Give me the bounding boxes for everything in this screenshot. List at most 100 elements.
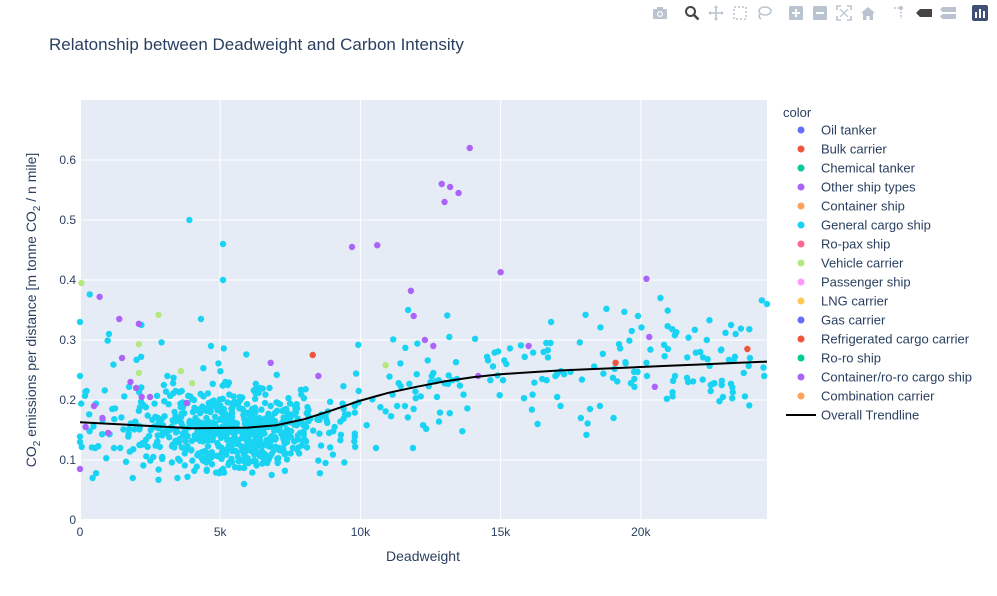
point-general-cargo-ship[interactable] (404, 306, 412, 314)
point-general-cargo-ship[interactable] (131, 426, 138, 433)
point-other-ship-types[interactable] (315, 372, 322, 380)
legend-item-ro-ro-ship[interactable]: Ro-ro ship (797, 351, 881, 366)
point-general-cargo-ship[interactable] (377, 404, 384, 411)
zoom-icon[interactable] (682, 4, 702, 22)
point-general-cargo-ship[interactable] (170, 374, 177, 381)
point-general-cargo-ship[interactable] (299, 437, 306, 444)
point-general-cargo-ship[interactable] (208, 449, 216, 456)
point-general-cargo-ship[interactable] (616, 345, 624, 352)
point-general-cargo-ship[interactable] (746, 326, 753, 333)
point-general-cargo-ship[interactable] (258, 447, 266, 455)
point-general-cargo-ship[interactable] (460, 391, 467, 398)
point-general-cargo-ship[interactable] (267, 402, 274, 410)
point-general-cargo-ship[interactable] (197, 437, 204, 444)
point-general-cargo-ship[interactable] (372, 444, 380, 452)
point-general-cargo-ship[interactable] (390, 336, 397, 343)
point-general-cargo-ship[interactable] (208, 434, 216, 441)
point-general-cargo-ship[interactable] (162, 388, 170, 395)
point-general-cargo-ship[interactable] (194, 452, 201, 459)
point-other-ship-types[interactable] (127, 378, 134, 386)
point-general-cargo-ship[interactable] (406, 380, 413, 387)
point-other-ship-types[interactable] (90, 402, 98, 410)
point-general-cargo-ship[interactable] (355, 341, 362, 348)
hover-closest-icon[interactable] (914, 4, 934, 22)
point-general-cargo-ship[interactable] (86, 411, 93, 418)
point-general-cargo-ship[interactable] (521, 353, 528, 360)
point-general-cargo-ship[interactable] (125, 430, 132, 437)
point-general-cargo-ship[interactable] (241, 458, 249, 465)
point-general-cargo-ship[interactable] (291, 421, 298, 428)
point-general-cargo-ship[interactable] (614, 378, 621, 385)
legend-item-overall-trendline[interactable]: Overall Trendline (786, 408, 919, 423)
point-general-cargo-ship[interactable] (266, 441, 274, 448)
point-general-cargo-ship[interactable] (198, 430, 205, 437)
point-general-cargo-ship[interactable] (236, 464, 243, 471)
point-general-cargo-ship[interactable] (292, 409, 300, 416)
point-general-cargo-ship[interactable] (282, 450, 289, 457)
point-general-cargo-ship[interactable] (216, 396, 223, 403)
point-general-cargo-ship[interactable] (273, 371, 280, 378)
point-other-ship-types[interactable] (438, 180, 445, 188)
point-general-cargo-ship[interactable] (244, 428, 252, 435)
point-general-cargo-ship[interactable] (208, 461, 216, 468)
point-general-cargo-ship[interactable] (719, 393, 727, 401)
point-general-cargo-ship[interactable] (220, 345, 227, 352)
point-general-cargo-ship[interactable] (177, 404, 184, 411)
point-general-cargo-ship[interactable] (151, 400, 158, 407)
point-general-cargo-ship[interactable] (352, 370, 360, 377)
point-general-cargo-ship[interactable] (83, 387, 90, 395)
point-general-cargo-ship[interactable] (203, 459, 210, 466)
point-other-ship-types[interactable] (96, 293, 103, 300)
point-general-cargo-ship[interactable] (464, 405, 471, 412)
point-general-cargo-ship[interactable] (172, 429, 180, 436)
point-general-cargo-ship[interactable] (597, 324, 604, 331)
point-general-cargo-ship[interactable] (538, 375, 546, 383)
reset-axes-icon[interactable] (858, 4, 878, 22)
point-general-cargo-ship[interactable] (741, 393, 749, 400)
point-general-cargo-ship[interactable] (216, 416, 223, 423)
point-general-cargo-ship[interactable] (745, 362, 752, 369)
point-general-cargo-ship[interactable] (229, 447, 236, 455)
point-general-cargo-ship[interactable] (137, 441, 144, 449)
point-general-cargo-ship[interactable] (322, 459, 329, 467)
point-general-cargo-ship[interactable] (697, 348, 704, 356)
plotly-logo-icon[interactable] (970, 4, 990, 22)
point-general-cargo-ship[interactable] (691, 326, 698, 333)
point-general-cargo-ship[interactable] (660, 341, 668, 348)
point-general-cargo-ship[interactable] (155, 476, 162, 483)
point-general-cargo-ship[interactable] (295, 450, 303, 457)
point-general-cargo-ship[interactable] (404, 414, 412, 421)
point-general-cargo-ship[interactable] (582, 311, 589, 318)
point-general-cargo-ship[interactable] (732, 330, 739, 338)
point-general-cargo-ship[interactable] (207, 342, 215, 350)
point-general-cargo-ship[interactable] (664, 345, 672, 353)
legend-item-general-cargo-ship[interactable]: General cargo ship (797, 218, 931, 233)
point-general-cargo-ship[interactable] (709, 380, 717, 387)
point-general-cargo-ship[interactable] (261, 430, 268, 437)
point-general-cargo-ship[interactable] (121, 393, 128, 400)
point-general-cargo-ship[interactable] (303, 423, 310, 431)
point-general-cargo-ship[interactable] (627, 380, 635, 387)
point-general-cargo-ship[interactable] (669, 326, 676, 333)
point-general-cargo-ship[interactable] (197, 315, 205, 323)
point-general-cargo-ship[interactable] (241, 464, 248, 471)
point-vehicle-carrier[interactable] (382, 362, 389, 369)
point-general-cargo-ship[interactable] (433, 393, 441, 401)
point-general-cargo-ship[interactable] (198, 449, 206, 456)
point-general-cargo-ship[interactable] (203, 466, 210, 473)
point-general-cargo-ship[interactable] (586, 405, 594, 413)
point-general-cargo-ship[interactable] (706, 317, 713, 324)
point-general-cargo-ship[interactable] (235, 458, 242, 465)
point-general-cargo-ship[interactable] (178, 410, 185, 417)
point-general-cargo-ship[interactable] (186, 216, 193, 224)
point-general-cargo-ship[interactable] (647, 346, 654, 353)
point-general-cargo-ship[interactable] (228, 455, 235, 462)
point-general-cargo-ship[interactable] (544, 354, 552, 361)
point-general-cargo-ship[interactable] (326, 398, 334, 405)
point-general-cargo-ship[interactable] (584, 420, 591, 427)
point-general-cargo-ship[interactable] (305, 417, 312, 425)
point-general-cargo-ship[interactable] (140, 401, 147, 408)
point-general-cargo-ship[interactable] (553, 371, 561, 378)
point-other-ship-types[interactable] (441, 198, 448, 206)
point-general-cargo-ship[interactable] (631, 375, 638, 383)
